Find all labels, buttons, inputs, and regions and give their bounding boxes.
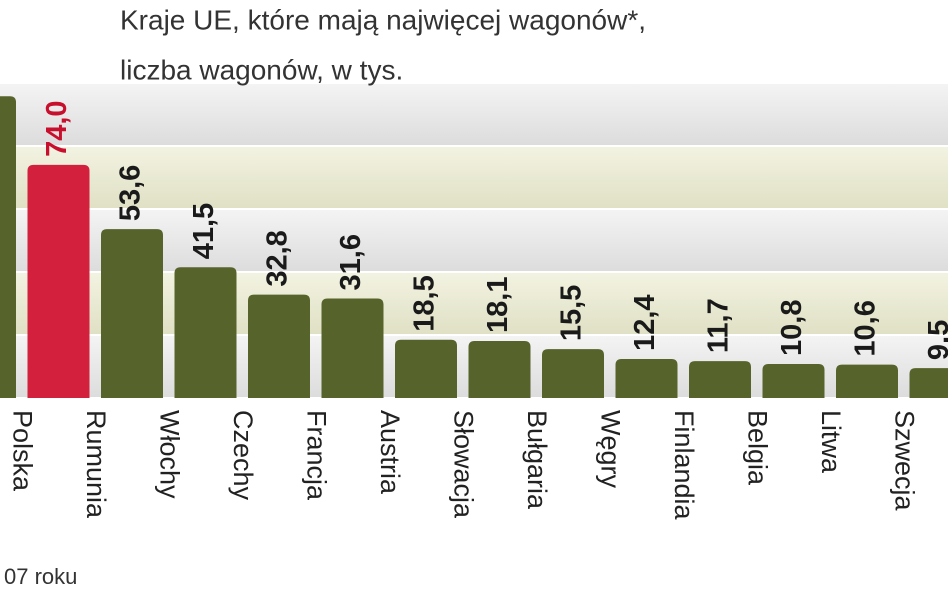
- bar: [101, 229, 163, 398]
- bar: [836, 364, 898, 398]
- x-tick-label: Finlandia: [669, 410, 699, 521]
- chart-title: Kraje UE, które mają najwięcej wagonów*,: [120, 4, 646, 35]
- footnote: 07 roku: [4, 564, 77, 589]
- value-label: 74,0: [41, 100, 73, 156]
- value-label: 32,8: [262, 230, 294, 286]
- x-tick-label: Austria: [375, 410, 405, 495]
- bar: [542, 349, 604, 398]
- bar: [321, 298, 384, 398]
- x-tick-label: Słowacja: [448, 410, 478, 519]
- value-label: 53,6: [115, 165, 147, 221]
- bar: [174, 267, 237, 398]
- bar: [27, 164, 90, 398]
- bar: [615, 358, 678, 398]
- bar: [248, 294, 310, 398]
- grid-band: [0, 83, 948, 146]
- x-tick-label: Węgry: [595, 410, 625, 489]
- x-tick-label: Włochy: [154, 410, 184, 499]
- value-label: 31,6: [335, 234, 367, 290]
- grid-band: [0, 146, 948, 209]
- bar: [689, 361, 751, 398]
- x-tick-label: Belgia: [742, 410, 772, 486]
- bar: [395, 339, 457, 398]
- value-label: 15,5: [556, 285, 588, 341]
- bar: [762, 363, 825, 398]
- chart-subtitle: liczba wagonów, w tys.: [120, 54, 403, 85]
- x-tick-label: Litwa: [816, 410, 846, 474]
- x-tick-label: Szwecja: [889, 410, 919, 512]
- value-label: 12,4: [629, 294, 661, 350]
- x-tick-label: Polska: [7, 410, 37, 492]
- value-label: 11,7: [703, 298, 735, 353]
- value-label: 10,8: [776, 300, 808, 356]
- x-tick-label: Francja: [301, 410, 331, 501]
- bar: [909, 368, 948, 398]
- value-label: 9,5: [923, 320, 948, 360]
- x-tick-label: Bułgaria: [522, 410, 552, 510]
- value-label: 10,6: [850, 300, 882, 356]
- value-label: 41,5: [188, 203, 220, 259]
- bar: [468, 340, 531, 398]
- value-label: 18,1: [482, 277, 514, 333]
- bar: [0, 96, 16, 398]
- value-label: 18,5: [409, 275, 441, 331]
- x-tick-label: Rumunia: [81, 410, 111, 519]
- x-tick-label: Czechy: [228, 410, 258, 501]
